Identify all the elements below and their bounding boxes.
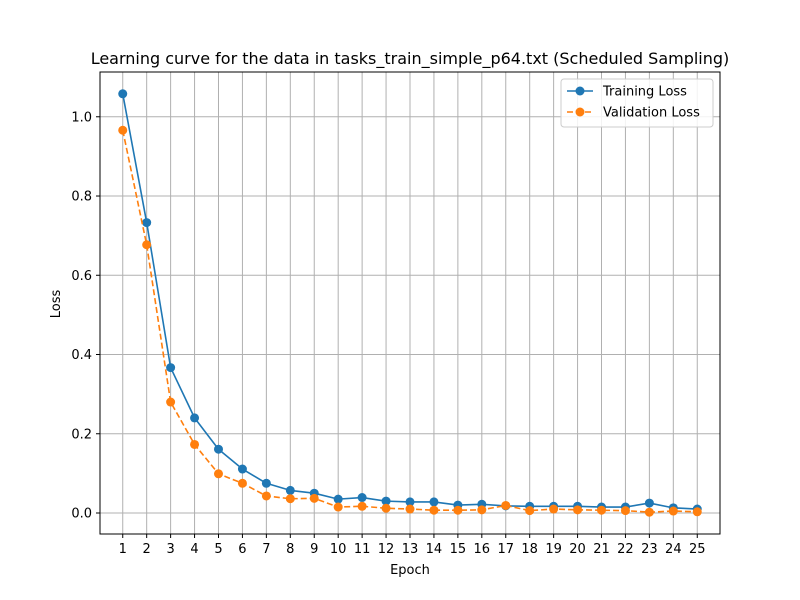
x-tick-label: 5: [214, 542, 222, 557]
data-point: [285, 485, 295, 495]
data-point: [142, 240, 152, 250]
x-tick-label: 8: [286, 542, 294, 557]
y-tick-label: 0.4: [71, 348, 92, 363]
data-point: [118, 125, 128, 135]
data-point: [477, 505, 487, 515]
x-tick-label: 7: [262, 542, 270, 557]
data-point: [429, 505, 439, 515]
x-tick-label: 24: [665, 542, 682, 557]
data-point: [429, 497, 439, 507]
x-tick-label: 12: [378, 542, 395, 557]
y-tick-label: 0.8: [71, 190, 92, 205]
x-tick-label: 13: [402, 542, 419, 557]
data-point: [333, 494, 343, 504]
data-point: [118, 89, 128, 99]
data-point: [405, 497, 415, 507]
data-point: [237, 464, 247, 474]
x-axis-label: Epoch: [390, 563, 430, 578]
data-point: [692, 507, 702, 517]
x-tick-label: 6: [238, 542, 246, 557]
legend: Training Loss Validation Loss: [560, 78, 714, 128]
legend-entry-label: Training Loss: [602, 85, 687, 100]
legend-marker: [575, 86, 585, 96]
x-tick-label: 4: [190, 542, 198, 557]
x-tick-label: 15: [450, 542, 467, 557]
data-point: [357, 493, 367, 503]
data-point: [166, 397, 176, 407]
data-point: [261, 491, 271, 501]
data-point: [525, 506, 535, 516]
data-point: [309, 493, 319, 503]
data-point: [285, 494, 295, 504]
x-tick-label: 17: [497, 542, 514, 557]
data-point: [237, 478, 247, 488]
y-axis-label: Loss: [49, 290, 64, 319]
chart-title: Learning curve for the data in tasks_tra…: [91, 49, 730, 69]
data-point: [405, 504, 415, 514]
data-point: [213, 469, 223, 479]
data-point: [501, 500, 511, 510]
data-point: [644, 507, 654, 517]
legend-box: [560, 78, 714, 128]
x-tick-label: 22: [617, 542, 634, 557]
data-point: [357, 501, 367, 511]
data-point: [573, 505, 583, 515]
grid-lines: [100, 72, 720, 534]
x-tick-label: 2: [143, 542, 151, 557]
y-tick-label: 0.6: [71, 269, 92, 284]
x-tick-label: 23: [641, 542, 658, 557]
data-point: [644, 498, 654, 508]
x-tick-label: 20: [569, 542, 586, 557]
data-point: [620, 506, 630, 516]
axis-ticks: 1 2 3 4 5 6 7 8 9 10 11 12 13 14 15 16 17 18 19 20 21 22 23 24 2…: [71, 110, 705, 557]
x-tick-label: 21: [593, 542, 610, 557]
x-tick-label: 25: [689, 542, 706, 557]
data-point: [190, 439, 200, 449]
data-point: [549, 504, 559, 514]
x-tick-label: 11: [354, 542, 371, 557]
x-tick-label: 10: [330, 542, 347, 557]
data-point: [381, 503, 391, 513]
y-tick-label: 0.2: [71, 427, 92, 442]
data-point: [453, 505, 463, 515]
data-point: [213, 444, 223, 454]
x-tick-label: 1: [119, 542, 127, 557]
x-tick-label: 14: [426, 542, 443, 557]
legend-entry-label: Validation Loss: [603, 106, 700, 121]
x-tick-label: 16: [474, 542, 491, 557]
x-tick-label: 18: [521, 542, 538, 557]
y-tick-label: 1.0: [71, 110, 92, 125]
data-point: [261, 478, 271, 488]
x-tick-label: 9: [310, 542, 318, 557]
legend-marker: [575, 107, 585, 117]
data-point: [142, 218, 152, 228]
series-validation-loss: [118, 125, 702, 517]
data-point: [597, 505, 607, 515]
data-point: [668, 506, 678, 516]
x-tick-label: 3: [166, 542, 174, 557]
y-tick-label: 0.0: [71, 507, 92, 522]
series-layer: [118, 89, 702, 517]
data-point: [190, 413, 200, 423]
data-point: [166, 363, 176, 373]
data-point: [333, 502, 343, 512]
x-tick-label: 19: [545, 542, 562, 557]
data-point: [381, 496, 391, 506]
